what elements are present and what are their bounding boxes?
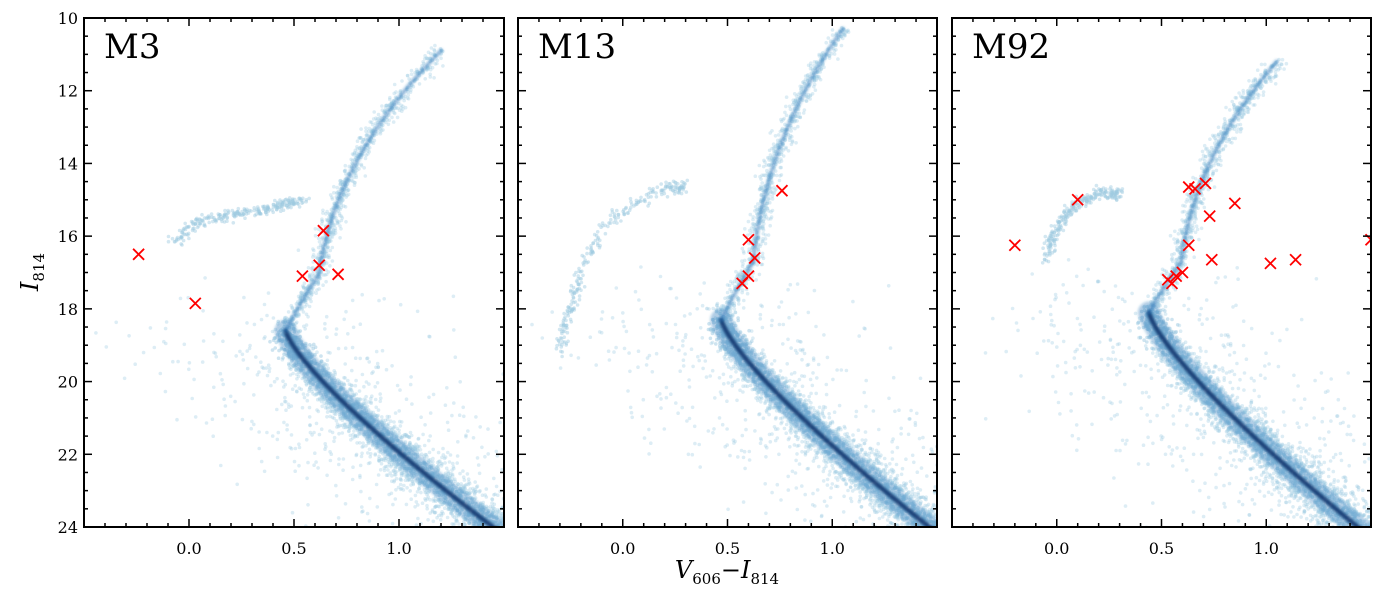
panel-frame: [951, 17, 1372, 528]
marker-point: [1170, 269, 1183, 283]
marker-series: [1008, 177, 1371, 290]
density-ridge: [1137, 59, 1371, 527]
marker-point: [189, 297, 202, 310]
marker-point: [775, 184, 789, 197]
ticks: [951, 17, 1372, 528]
density-ridge: [710, 26, 937, 527]
x-tick-label: 0.0: [610, 539, 635, 558]
marker-point: [1182, 239, 1195, 252]
x-tick-label: 1.0: [386, 539, 411, 558]
panel-label: M3: [104, 27, 160, 67]
y-tick-label: 14: [58, 154, 78, 173]
ticks: [83, 17, 505, 528]
y-axis-title: I814: [16, 253, 48, 292]
plot-area: [94, 43, 504, 527]
marker-point: [1008, 239, 1021, 252]
plot-area: [983, 57, 1371, 527]
y-tick-label: 20: [58, 373, 78, 392]
marker-point: [1199, 177, 1212, 190]
y-tick-label: 10: [58, 9, 78, 28]
marker-series: [736, 184, 789, 290]
marker-point: [1205, 253, 1218, 266]
marker-point: [1071, 193, 1084, 206]
marker-point: [331, 268, 345, 281]
marker-series: [132, 224, 345, 310]
marker-point: [132, 248, 145, 261]
marker-point: [736, 277, 749, 290]
marker-point: [1289, 253, 1302, 266]
marker-point: [296, 269, 309, 283]
panel-label: M92: [972, 27, 1050, 67]
panel-frame: [83, 17, 505, 528]
marker-point: [742, 233, 755, 246]
plot-area: [530, 26, 937, 527]
density-cloud: [530, 26, 937, 527]
marker-point: [1264, 257, 1277, 270]
x-tick-label: 0.5: [715, 539, 740, 558]
panel-m92: 0.0 0.5 1.0 M92: [951, 17, 1372, 558]
density-cloud: [94, 43, 504, 527]
x-tick-label: 0.5: [281, 539, 306, 558]
x-tick-label: 1.0: [1254, 539, 1279, 558]
ticks: [517, 17, 938, 528]
x-tick-label: 1.0: [820, 539, 845, 558]
marker-point: [1176, 266, 1189, 279]
x-axis-title: V606−I814: [675, 556, 779, 588]
y-tick-label: 16: [58, 227, 78, 246]
density-cloud: [983, 57, 1371, 527]
panel-label: M13: [538, 27, 616, 67]
marker-point: [1203, 210, 1216, 223]
density-ridge: [274, 48, 504, 527]
y-tick-label: 24: [58, 518, 78, 537]
marker-point: [748, 251, 761, 265]
y-tick-label: 12: [58, 82, 78, 101]
x-tick-label: 0.0: [176, 539, 201, 558]
panel-m13: 0.0 0.5 1.0 M13: [517, 17, 938, 558]
y-tick-label: 22: [58, 445, 78, 464]
x-tick-label: 0.5: [1149, 539, 1174, 558]
marker-point: [317, 224, 330, 237]
y-tick-label: 18: [58, 300, 78, 319]
marker-point: [1228, 197, 1241, 210]
marker-point: [313, 259, 326, 272]
marker-point: [1165, 277, 1179, 290]
marker-point: [1188, 182, 1202, 196]
x-tick-label: 0.0: [1044, 539, 1069, 558]
panel-m3: 0.0 0.5 1.0 10 12 14 16 18 20 22 24 M3: [58, 9, 505, 558]
